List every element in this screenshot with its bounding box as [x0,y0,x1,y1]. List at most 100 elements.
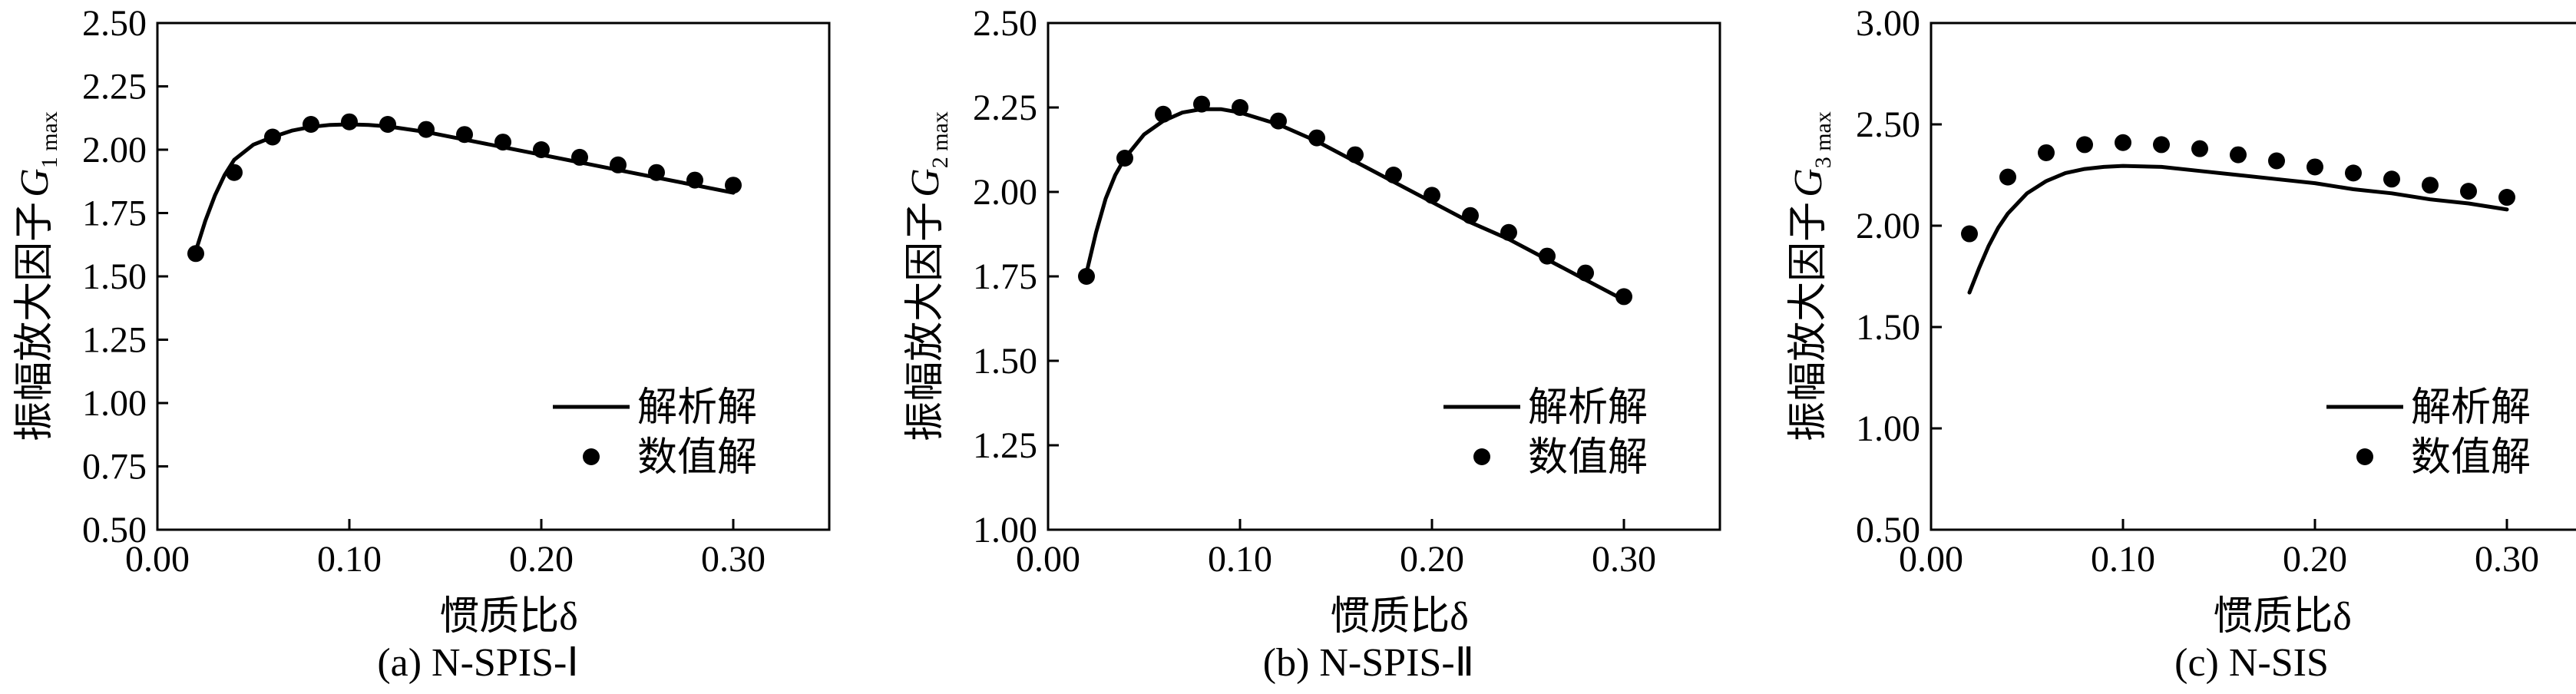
y-tick-label: 0.50 [82,510,147,550]
y-tick-label: 2.25 [82,67,147,107]
y-tick-label: 2.00 [82,130,147,170]
series-point-numerical [1155,105,1172,123]
series-point-numerical [2383,170,2400,188]
y-axis-title: 振幅放大因子 G1 max [13,111,62,441]
chart-panel-a: 0.00 0.10 0.20 0.30 0.50 0.75 1.00 1.25 1.50 1.75… [0,0,845,694]
series-point-numerical [418,121,435,138]
series-point-numerical [379,116,396,133]
series-point-numerical [2268,152,2285,170]
plot-frame [1930,21,2576,531]
y-axis-title-subscript: 1 max [37,111,62,168]
chart-svg-c: 0.00 0.10 0.20 0.30 0.50 1.00 1.50 2.00 2.50 3.00… [1787,3,2576,685]
series-point-numerical [610,156,627,174]
series-point-numerical [2306,158,2323,176]
series-point-numerical [1577,264,1594,282]
legend-dot-swatch [1473,448,1490,465]
x-tick-label: 0.30 [1592,539,1656,580]
series-point-numerical [1116,150,1133,167]
series-point-numerical [2498,189,2515,207]
series-point-numerical [2115,134,2131,151]
y-tick-label: 2.00 [973,172,1037,213]
y-tick-label: 3.00 [1856,3,1920,44]
series-point-numerical [1270,112,1287,130]
legend-label-analytical: 解析解 [1528,386,1648,430]
panel-caption: (c) N-SIS [2174,641,2329,685]
series-point-numerical [725,177,742,194]
y-axis-title-prefix: 振幅放大因子 [13,202,57,441]
series-point-numerical [1462,207,1479,224]
y-tick-label: 0.75 [82,447,147,487]
series-point-numerical [494,134,511,151]
panel-caption: (a) N-SPIS-Ⅰ [377,641,578,685]
series-point-numerical [2230,146,2247,164]
y-tick-label: 1.00 [973,510,1037,550]
y-tick-label: 2.50 [973,3,1037,44]
x-tick-label: 0.10 [317,539,382,580]
series-line-analytical [1084,107,1626,302]
legend-label-analytical: 解析解 [637,386,757,430]
legend-label-numerical: 数值解 [637,436,757,480]
series-point-numerical [2076,136,2093,154]
series-point-numerical [1193,95,1210,113]
x-tick-label: 0.20 [2283,539,2347,580]
legend-dot-swatch [2356,448,2373,465]
y-tick-label: 1.75 [973,256,1037,297]
y-tick-label: 1.50 [973,341,1037,382]
x-tick-label: 0.00 [1899,539,1963,580]
series-point-numerical [303,116,319,133]
y-tick-label: 2.50 [1856,104,1920,145]
x-tick-label: 0.30 [701,539,766,580]
y-tick-label: 1.75 [82,193,147,234]
series-point-numerical [187,245,204,263]
series-point-numerical [2191,140,2208,157]
legend-label-analytical: 解析解 [2411,386,2531,430]
series-point-numerical [1308,129,1325,147]
series-point-numerical [1232,99,1248,116]
legend-dot-swatch [583,448,600,465]
chart-svg-a: 0.00 0.10 0.20 0.30 0.50 0.75 1.00 1.25 1.50 1.75… [13,3,831,685]
y-tick-label: 2.25 [973,88,1037,128]
chart-panel-b: 0.00 0.10 0.20 0.30 1.00 1.25 1.50 1.75 2.00 2.25… [891,0,1735,694]
y-tick-label: 1.50 [82,256,147,297]
series-point-numerical [533,141,550,158]
y-tick-label: 1.00 [82,383,147,424]
y-tick-label: 2.00 [1856,206,1920,246]
series-point-numerical [226,164,243,181]
series-point-numerical [2460,183,2477,200]
series-point-numerical [571,148,588,166]
x-axis-title: 惯质比δ [1330,595,1469,639]
y-axis-title-prefix: 振幅放大因子 [1787,202,1830,441]
series-point-numerical [1961,225,1978,243]
series-point-numerical [1615,288,1632,306]
series-point-numerical [1999,168,2016,186]
y-axis-title: 振幅放大因子 G2 max [904,111,953,441]
series-point-numerical [341,113,358,131]
y-axis-title-symbol: G [13,168,57,197]
y-axis-title-symbol: G [1787,168,1830,197]
x-tick-label: 0.10 [2091,539,2155,580]
y-tick-label: 1.25 [973,425,1037,466]
x-tick-label: 0.00 [1016,539,1080,580]
series-point-numerical [686,171,703,189]
x-tick-label: 0.20 [1400,539,1464,580]
series-point-numerical [1539,247,1556,265]
x-axis-title: 惯质比δ [439,595,578,639]
chart-panel-c: 0.00 0.10 0.20 0.30 0.50 1.00 1.50 2.00 2.50 3.00… [1774,0,2576,694]
legend-label-numerical: 数值解 [2411,436,2531,480]
x-axis-title: 惯质比δ [2213,595,2352,639]
series-point-numerical [264,128,281,146]
y-axis-title-subscript: 2 max [928,111,953,168]
series-point-numerical [2422,177,2439,194]
y-axis-title-prefix: 振幅放大因子 [904,202,947,441]
series-point-numerical [648,164,665,181]
series-point-numerical [1347,146,1364,164]
y-tick-label: 0.50 [1856,510,1920,550]
panel-caption: (b) N-SPIS-Ⅱ [1263,641,1475,685]
x-tick-label: 0.10 [1208,539,1272,580]
y-axis-title-subscript: 3 max [1810,111,1836,168]
y-tick-label: 1.00 [1856,408,1920,449]
y-axis-title-symbol: G [904,168,947,197]
x-tick-label: 0.20 [509,539,574,580]
series-point-numerical [2153,136,2170,154]
y-tick-label: 1.25 [82,320,147,361]
